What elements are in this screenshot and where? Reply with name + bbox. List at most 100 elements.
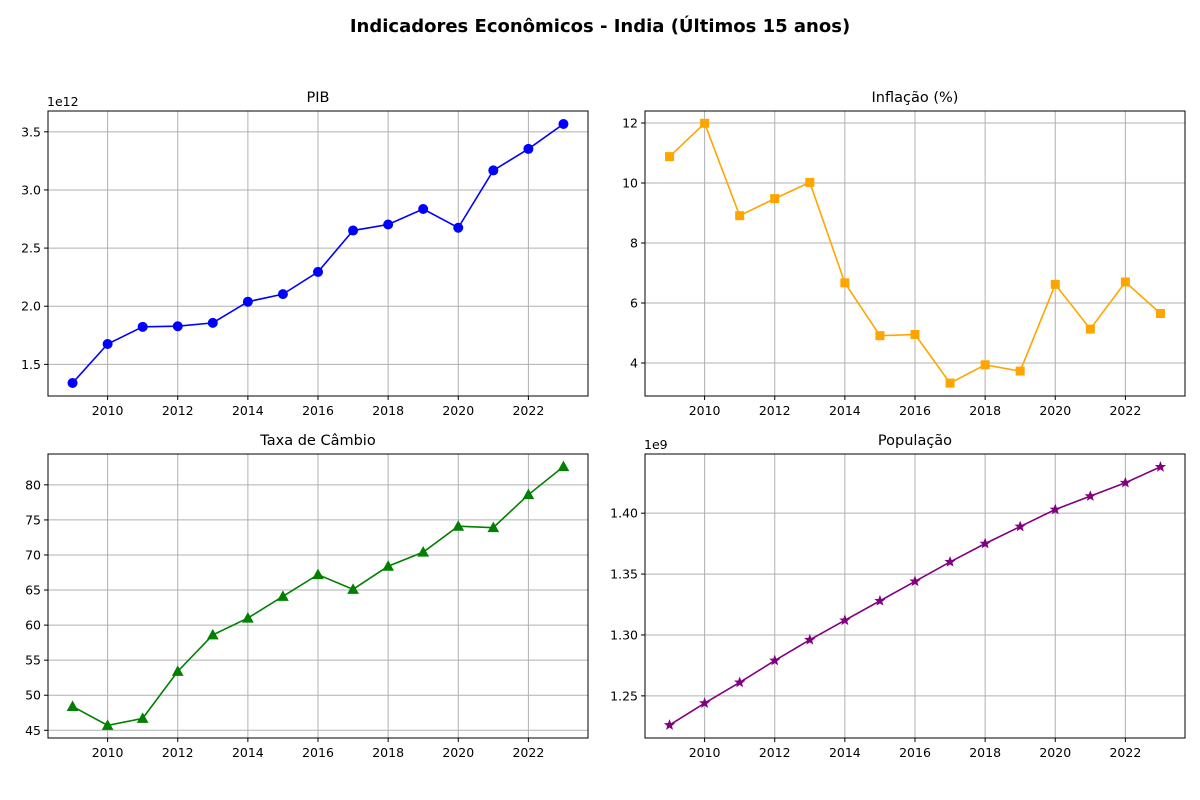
data-point xyxy=(66,700,79,711)
data-point xyxy=(487,521,500,533)
data-point xyxy=(840,278,850,288)
x-tick-label: 2016 xyxy=(899,403,931,418)
subplot-4: 2010 2012 2014 2016 2018 2020 2022 1.25 1.30 1.35… xyxy=(610,433,1186,760)
data-point xyxy=(137,321,148,332)
data-point xyxy=(700,118,710,128)
data-point xyxy=(383,219,394,230)
subplot-title: Inflação (%) xyxy=(872,90,959,106)
data-point xyxy=(1014,520,1026,532)
data-point xyxy=(522,488,535,500)
subplot-title: Taxa de Câmbio xyxy=(259,433,376,449)
data-point xyxy=(770,194,780,204)
x-tick-label: 2014 xyxy=(232,403,264,418)
data-point xyxy=(418,204,429,215)
data-point xyxy=(1119,476,1132,488)
x-tick-label: 2020 xyxy=(442,403,474,418)
data-point xyxy=(417,546,430,557)
data-point xyxy=(1015,366,1025,376)
subplot-3: 2010 2012 2014 2016 2018 2020 2022 45 50 55 60 65 70… xyxy=(25,433,589,760)
data-point xyxy=(242,296,253,307)
y-tick-label: 50 xyxy=(25,688,41,703)
y-tick-label: 1.30 xyxy=(610,627,638,642)
y-tick-label: 60 xyxy=(25,618,41,633)
panels: 2010 2012 2014 2016 2018 2020 2022 1.5 2.0 2.5 3.0… xyxy=(21,90,1186,760)
y-tick-label: 12 xyxy=(622,116,638,131)
data-point xyxy=(944,555,956,567)
data-point xyxy=(1050,279,1060,289)
data-point xyxy=(1155,309,1165,318)
y-tick-label: 65 xyxy=(25,583,41,598)
data-point xyxy=(734,676,746,688)
x-tick-label: 2010 xyxy=(92,403,124,418)
x-tick-label: 2020 xyxy=(442,745,474,760)
data-point xyxy=(909,575,921,587)
subplot-title: PIB xyxy=(307,90,330,106)
axis-offset-label: 1e9 xyxy=(644,437,668,452)
data-point xyxy=(1154,460,1167,472)
y-tick-label: 3.5 xyxy=(21,124,41,139)
data-point xyxy=(557,460,570,472)
subplot-2: 2010 2012 2014 2016 2018 2020 2022 4 6 8 10 12 Infla… xyxy=(622,90,1186,418)
data-point xyxy=(1085,324,1095,334)
x-tick-label: 2010 xyxy=(689,403,721,418)
data-point xyxy=(206,628,219,640)
x-tick-label: 2022 xyxy=(1109,403,1141,418)
y-tick-label: 2.5 xyxy=(21,241,41,256)
data-point xyxy=(102,339,113,350)
data-point xyxy=(663,719,676,730)
y-tick-label: 1.5 xyxy=(21,357,41,372)
data-point xyxy=(805,177,815,187)
figure-title: Indicadores Econômicos - India (Últimos … xyxy=(350,15,850,37)
subplot-1: 2010 2012 2014 2016 2018 2020 2022 1.5 2.0 2.5 3.0… xyxy=(21,90,589,418)
data-point xyxy=(136,712,149,723)
data-point xyxy=(382,560,394,571)
data-point xyxy=(1049,503,1061,515)
data-point xyxy=(348,225,359,236)
y-tick-label: 6 xyxy=(630,296,638,311)
data-point xyxy=(67,377,78,388)
data-point xyxy=(1084,490,1096,501)
data-point xyxy=(665,152,675,162)
data-point xyxy=(312,568,324,580)
data-point xyxy=(698,697,711,708)
y-tick-label: 1.40 xyxy=(610,506,638,521)
data-point xyxy=(945,378,955,388)
x-tick-label: 2018 xyxy=(372,403,404,418)
x-tick-label: 2016 xyxy=(899,745,931,760)
y-tick-label: 1.25 xyxy=(610,688,638,703)
x-tick-label: 2014 xyxy=(829,745,861,760)
y-tick-label: 4 xyxy=(630,356,638,371)
y-tick-label: 8 xyxy=(630,236,638,251)
x-tick-label: 2020 xyxy=(1039,403,1071,418)
data-point xyxy=(769,654,781,666)
x-tick-label: 2010 xyxy=(689,745,721,760)
data-point xyxy=(804,633,816,645)
x-tick-label: 2016 xyxy=(302,403,334,418)
y-tick-label: 1.35 xyxy=(610,567,638,582)
x-tick-label: 2022 xyxy=(1109,745,1141,760)
x-tick-label: 2010 xyxy=(92,745,124,760)
y-tick-label: 70 xyxy=(25,547,41,562)
x-tick-label: 2014 xyxy=(232,745,264,760)
x-tick-label: 2016 xyxy=(302,745,334,760)
data-point xyxy=(277,590,289,601)
x-tick-label: 2022 xyxy=(512,745,544,760)
data-point xyxy=(207,317,218,328)
axis-offset-label: 1e12 xyxy=(47,94,79,109)
data-point xyxy=(313,266,323,277)
data-point xyxy=(242,612,254,623)
x-tick-label: 2020 xyxy=(1039,745,1071,760)
data-point xyxy=(1120,277,1130,287)
y-tick-label: 3.0 xyxy=(21,182,41,197)
data-point xyxy=(875,331,885,341)
data-point xyxy=(172,321,183,332)
data-point xyxy=(453,222,464,233)
y-tick-label: 2.0 xyxy=(21,299,41,314)
data-point xyxy=(980,360,990,370)
data-point xyxy=(839,614,851,626)
y-tick-label: 10 xyxy=(622,176,638,191)
data-point xyxy=(558,119,569,130)
data-point xyxy=(523,143,534,154)
x-tick-label: 2018 xyxy=(372,745,404,760)
